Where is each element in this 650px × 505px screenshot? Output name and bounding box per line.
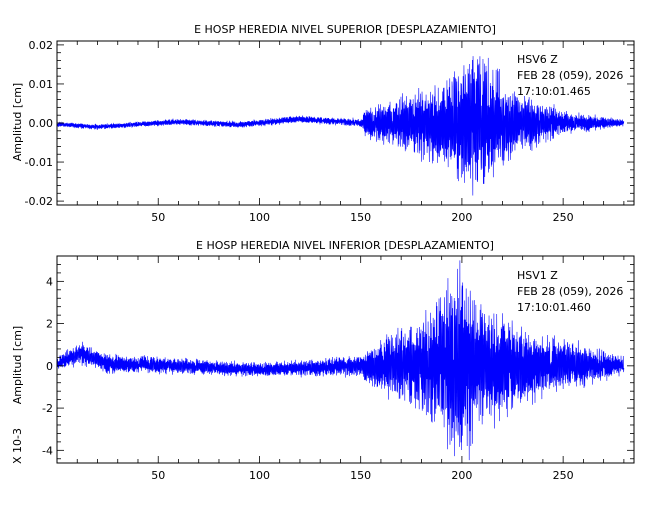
y-axis-label: Amplitud [cm]: [11, 326, 24, 404]
time-label: 17:10:01.465: [517, 85, 591, 98]
date-label: FEB 28 (059), 2026: [517, 69, 623, 82]
y-scale-label: X 10-3: [11, 428, 24, 464]
y-tick-label: -0.02: [25, 195, 53, 208]
x-tick-label: 100: [249, 211, 270, 224]
y-tick-label: 2: [46, 318, 53, 331]
y-tick-label: -4: [42, 444, 53, 457]
station-label: HSV6 Z: [517, 53, 558, 66]
x-tick-label: 150: [350, 469, 371, 482]
y-tick-label: 4: [46, 275, 53, 288]
y-tick-label: 0.01: [29, 78, 54, 91]
waveform-series: [56, 56, 625, 196]
x-tick-label: 100: [249, 469, 270, 482]
chart-title: E HOSP HEREDIA NIVEL SUPERIOR [DESPLAZAM…: [194, 23, 496, 36]
x-tick-label: 150: [350, 211, 371, 224]
x-tick-label: 250: [553, 211, 574, 224]
x-tick-label: 200: [451, 211, 472, 224]
y-axis-label: Amplitud [cm]: [11, 83, 24, 161]
y-tick-label: 0.00: [29, 117, 54, 130]
time-label: 17:10:01.460: [517, 301, 591, 314]
chart-title: E HOSP HEREDIA NIVEL INFERIOR [DESPLAZAM…: [196, 239, 494, 252]
panel-lower: E HOSP HEREDIA NIVEL INFERIOR [DESPLAZAM…: [11, 239, 635, 482]
y-tick-label: -2: [42, 402, 53, 415]
waveform-series: [56, 260, 625, 461]
y-tick-label: -0.01: [25, 156, 53, 169]
plot-frame: [56, 255, 635, 464]
date-label: FEB 28 (059), 2026: [517, 285, 623, 298]
x-tick-label: 200: [451, 469, 472, 482]
station-label: HSV1 Z: [517, 269, 558, 282]
panel-upper: E HOSP HEREDIA NIVEL SUPERIOR [DESPLAZAM…: [11, 23, 635, 224]
y-tick-label: 0.02: [29, 39, 54, 52]
x-tick-label: 50: [151, 469, 165, 482]
x-tick-label: 250: [553, 469, 574, 482]
y-tick-label: 0: [46, 360, 53, 373]
x-tick-label: 50: [151, 211, 165, 224]
